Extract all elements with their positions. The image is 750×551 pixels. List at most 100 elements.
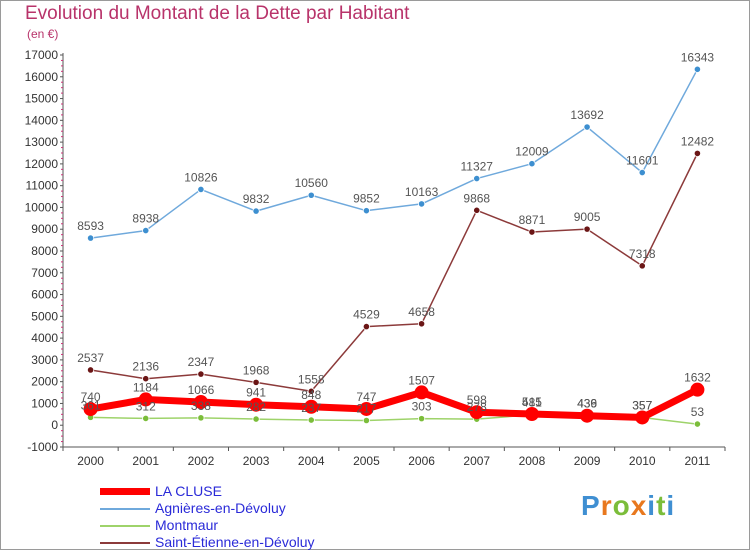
y-tick-label: 7000 xyxy=(31,266,58,280)
series-point xyxy=(307,416,315,424)
chart-data-labels: 8593 8938 10826 9832 10560 9852 10163 11327 1200… xyxy=(77,50,714,419)
legend-label: Montmaur xyxy=(155,517,219,533)
data-label: 4658 xyxy=(408,305,435,319)
data-label: 237 xyxy=(301,401,321,415)
series-point xyxy=(304,399,319,414)
data-label: 439 xyxy=(577,397,597,411)
logo-letter: r xyxy=(600,490,613,521)
x-tick-label: 2010 xyxy=(629,454,656,468)
series-line-1 xyxy=(90,153,699,393)
y-tick-label: 10000 xyxy=(25,200,59,214)
series-point xyxy=(362,416,371,425)
data-label: 9852 xyxy=(353,192,380,206)
logo-letter: o xyxy=(612,490,631,521)
x-tick-label: 2005 xyxy=(353,454,380,468)
data-label: 941 xyxy=(246,386,266,400)
series-point xyxy=(142,226,150,235)
chart-unit-label: (en €) xyxy=(27,27,59,41)
series-point xyxy=(252,207,260,215)
data-label: 7318 xyxy=(629,247,656,261)
proxiti-logo: Proxiti xyxy=(581,490,675,522)
data-label: 8871 xyxy=(519,213,546,227)
series-point xyxy=(86,234,95,242)
y-tick-label: 16000 xyxy=(25,70,59,84)
y-tick-label: 15000 xyxy=(25,92,59,106)
y-tick-label: 9000 xyxy=(31,222,58,236)
y-tick-label: 14000 xyxy=(25,113,59,127)
series-point xyxy=(473,174,481,183)
legend-swatch-agnieres xyxy=(100,508,150,510)
logo-letter: t xyxy=(656,490,667,521)
series-point xyxy=(638,262,646,270)
series-point xyxy=(693,420,702,428)
data-label: 361 xyxy=(81,398,101,412)
x-tick-label: 2011 xyxy=(685,454,711,468)
series-point xyxy=(197,414,205,422)
data-label: 217 xyxy=(356,401,376,415)
x-tick-label: 2004 xyxy=(298,454,325,468)
y-tick-label: 17000 xyxy=(25,48,59,62)
data-label: 16343 xyxy=(681,50,715,64)
data-label: 9868 xyxy=(463,191,490,205)
series-point xyxy=(469,405,484,420)
x-tick-label: 2001 xyxy=(132,454,159,468)
legend-swatch-la-cluse xyxy=(100,488,150,495)
series-point xyxy=(197,370,205,378)
series-point xyxy=(528,228,536,236)
series-point xyxy=(138,392,153,407)
data-label: 740 xyxy=(81,390,101,404)
series-point xyxy=(417,415,426,423)
data-label: 12009 xyxy=(515,145,549,159)
y-tick-label: 13000 xyxy=(25,135,59,149)
data-label: 13692 xyxy=(570,108,604,122)
series-point xyxy=(473,206,481,214)
series-point xyxy=(142,414,150,423)
data-label: 747 xyxy=(356,390,376,404)
data-label: 11327 xyxy=(461,160,494,174)
series-point xyxy=(524,407,539,422)
series-point xyxy=(528,160,536,168)
data-label: 10826 xyxy=(184,170,218,184)
data-label: 1558 xyxy=(298,372,325,386)
series-point xyxy=(307,387,315,395)
y-tick-label: 4000 xyxy=(31,331,58,345)
y-tick-label: 1000 xyxy=(31,396,58,410)
y-tick-label: 5000 xyxy=(31,309,58,323)
data-label: 357 xyxy=(632,398,652,412)
data-label: 4529 xyxy=(353,308,380,322)
series-line-0 xyxy=(90,68,699,239)
data-label: 9832 xyxy=(243,192,270,206)
series-point xyxy=(580,408,595,423)
data-label: 282 xyxy=(246,400,266,414)
x-tick-label: 2007 xyxy=(463,454,490,468)
series-point xyxy=(86,366,95,374)
data-label: 8938 xyxy=(132,212,159,226)
series-point xyxy=(249,397,264,412)
y-tick-label: 8000 xyxy=(31,244,58,258)
series-point xyxy=(252,378,260,386)
chart-title: Evolution du Montant de la Dette par Hab… xyxy=(25,3,410,24)
logo-letter: i xyxy=(666,490,676,521)
x-tick-label: 2002 xyxy=(188,454,215,468)
y-tick-label: 11000 xyxy=(26,179,59,193)
y-tick-label: 3000 xyxy=(31,353,58,367)
data-label: 2537 xyxy=(77,351,104,365)
series-point xyxy=(635,410,650,425)
series-point xyxy=(359,401,374,416)
y-tick-label: -1000 xyxy=(27,440,58,454)
series-point xyxy=(307,191,315,199)
series-point xyxy=(638,168,646,177)
data-label: 53 xyxy=(691,405,705,419)
series-line-3 xyxy=(89,386,699,421)
series-point xyxy=(193,395,208,410)
x-tick-label: 2008 xyxy=(519,454,546,468)
data-label: 2347 xyxy=(188,355,215,369)
data-label: 338 xyxy=(191,399,211,413)
chart-plot-area xyxy=(83,65,705,428)
logo-letter: x xyxy=(630,490,648,521)
series-point xyxy=(362,322,371,331)
data-label: 2136 xyxy=(132,360,159,374)
chart-axes: -1000 0 1000 2000 3000 4000 5000 6000 7000 8000 90… xyxy=(25,48,726,468)
